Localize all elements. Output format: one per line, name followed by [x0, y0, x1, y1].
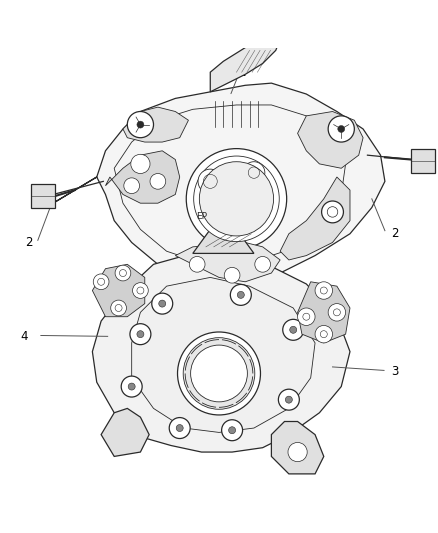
FancyBboxPatch shape	[411, 149, 435, 173]
Circle shape	[124, 178, 140, 193]
Circle shape	[189, 256, 205, 272]
Circle shape	[194, 156, 279, 241]
Circle shape	[279, 389, 299, 410]
Circle shape	[127, 111, 153, 138]
Polygon shape	[92, 253, 350, 452]
Circle shape	[191, 345, 247, 402]
Circle shape	[150, 174, 166, 189]
Text: 2: 2	[392, 227, 399, 240]
Circle shape	[338, 125, 345, 133]
Circle shape	[297, 308, 315, 326]
Text: 3: 3	[392, 365, 399, 378]
Circle shape	[328, 304, 346, 321]
Polygon shape	[297, 282, 350, 343]
Circle shape	[286, 396, 292, 403]
Circle shape	[243, 161, 265, 183]
Circle shape	[133, 282, 148, 298]
Polygon shape	[297, 111, 363, 168]
Circle shape	[255, 256, 271, 272]
Polygon shape	[175, 243, 280, 282]
Text: 4: 4	[20, 330, 28, 343]
Circle shape	[315, 326, 332, 343]
Circle shape	[131, 154, 150, 174]
Polygon shape	[106, 151, 180, 203]
Polygon shape	[92, 264, 145, 317]
Polygon shape	[101, 408, 149, 456]
Circle shape	[237, 292, 244, 298]
Text: EP: EP	[196, 212, 207, 221]
Circle shape	[199, 161, 274, 236]
Circle shape	[321, 201, 343, 223]
Text: 1: 1	[239, 66, 246, 79]
Circle shape	[283, 319, 304, 340]
Circle shape	[115, 265, 131, 281]
Circle shape	[222, 420, 243, 441]
Circle shape	[328, 116, 354, 142]
Polygon shape	[132, 277, 315, 432]
Circle shape	[93, 274, 109, 289]
Polygon shape	[193, 229, 254, 253]
Circle shape	[128, 383, 135, 390]
Circle shape	[288, 442, 307, 462]
Circle shape	[177, 332, 261, 415]
Circle shape	[130, 324, 151, 345]
Circle shape	[159, 300, 166, 307]
Polygon shape	[210, 39, 280, 92]
Circle shape	[176, 425, 183, 432]
Circle shape	[229, 427, 236, 434]
Polygon shape	[123, 107, 188, 142]
Circle shape	[137, 121, 144, 128]
Circle shape	[230, 285, 251, 305]
Circle shape	[315, 282, 332, 299]
Circle shape	[121, 376, 142, 397]
Circle shape	[186, 149, 287, 249]
Polygon shape	[280, 177, 350, 260]
Circle shape	[137, 330, 144, 338]
Polygon shape	[53, 83, 385, 282]
Circle shape	[111, 300, 127, 316]
Text: 2: 2	[25, 236, 33, 249]
FancyBboxPatch shape	[31, 183, 55, 207]
Circle shape	[183, 338, 255, 409]
Polygon shape	[272, 422, 324, 474]
Circle shape	[198, 169, 223, 193]
Circle shape	[290, 326, 297, 333]
Circle shape	[152, 293, 173, 314]
Circle shape	[169, 417, 190, 439]
Circle shape	[224, 268, 240, 283]
